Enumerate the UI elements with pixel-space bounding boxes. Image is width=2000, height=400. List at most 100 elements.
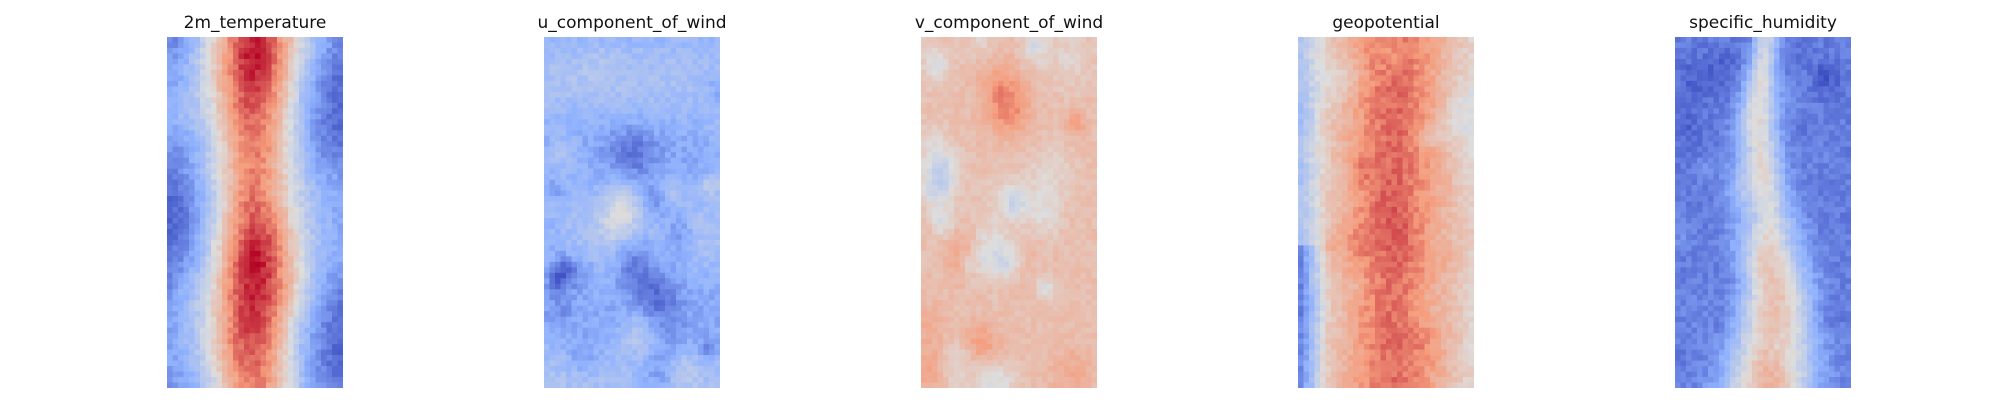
heatmap-cell xyxy=(222,371,228,378)
heatmap-cell xyxy=(1080,157,1087,164)
heatmap-cell xyxy=(571,217,578,224)
heatmap-cell xyxy=(555,382,561,388)
heatmap-cell xyxy=(615,97,622,104)
heatmap-cell xyxy=(282,327,289,334)
heatmap-cell xyxy=(194,344,201,350)
heatmap-cell xyxy=(277,163,283,170)
heatmap-cell xyxy=(714,355,720,361)
heatmap-cell xyxy=(681,349,688,356)
heatmap-cell xyxy=(571,294,578,301)
heatmap-cell xyxy=(260,37,267,43)
heatmap-cell xyxy=(560,168,567,175)
heatmap-cell xyxy=(189,223,195,230)
heatmap-cell xyxy=(310,174,316,180)
heatmap-cell xyxy=(233,190,239,197)
heatmap-cell xyxy=(299,344,305,350)
heatmap-cell xyxy=(981,75,988,82)
heatmap-cell xyxy=(337,212,343,219)
heatmap-cell xyxy=(932,141,938,148)
heatmap-cell xyxy=(1014,146,1021,153)
heatmap-cell xyxy=(948,97,955,104)
heatmap-cell xyxy=(976,163,982,170)
heatmap-cell xyxy=(194,327,201,334)
heatmap-cell xyxy=(271,223,278,230)
heatmap-cell xyxy=(337,174,343,180)
heatmap-cell xyxy=(266,261,272,268)
heatmap-cell xyxy=(194,190,201,197)
heatmap-cell xyxy=(310,283,316,290)
heatmap-cell xyxy=(332,360,338,367)
heatmap-cell xyxy=(626,382,633,388)
heatmap-cell xyxy=(304,360,311,367)
heatmap-cell xyxy=(233,69,239,76)
heatmap-cell xyxy=(992,47,999,54)
heatmap-cell xyxy=(271,80,278,87)
heatmap-cell xyxy=(632,86,638,93)
heatmap-cell xyxy=(626,201,633,208)
heatmap-cell xyxy=(172,163,179,170)
heatmap-u-component-of-wind xyxy=(544,37,720,388)
heatmap-cell xyxy=(676,168,682,175)
heatmap-cell xyxy=(1075,119,1081,126)
heatmap-cell xyxy=(205,382,212,388)
heatmap-cell xyxy=(304,371,311,378)
heatmap-cell xyxy=(183,349,190,356)
heatmap-cell xyxy=(577,157,583,164)
heatmap-cell xyxy=(227,245,234,252)
heatmap-cell xyxy=(1091,135,1097,142)
heatmap-cell xyxy=(621,69,627,76)
heatmap-cell xyxy=(222,272,228,279)
heatmap-cell xyxy=(1036,135,1043,142)
heatmap-cell xyxy=(321,64,327,71)
heatmap-cell xyxy=(315,113,322,120)
heatmap-cell xyxy=(560,300,567,307)
heatmap-cell xyxy=(260,228,267,235)
heatmap-cell xyxy=(271,152,278,159)
heatmap-cell xyxy=(643,58,649,65)
heatmap-cell xyxy=(178,47,184,54)
heatmap-cell xyxy=(582,250,589,257)
heatmap-cell xyxy=(670,267,677,274)
heatmap-cell xyxy=(332,135,338,142)
heatmap-cell xyxy=(1053,64,1059,71)
heatmap-cell xyxy=(167,377,173,383)
heatmap-cell xyxy=(249,349,256,356)
heatmap-cell xyxy=(266,47,272,54)
heatmap-cell xyxy=(200,228,206,235)
heatmap-cell xyxy=(1003,152,1010,159)
heatmap-cell xyxy=(1020,64,1026,71)
heatmap-cell xyxy=(998,185,1004,191)
heatmap-cell xyxy=(637,119,644,126)
heatmap-cell xyxy=(205,355,212,361)
heatmap-cell xyxy=(337,135,343,142)
heatmap-cell xyxy=(544,37,550,43)
heatmap-cell xyxy=(709,272,715,279)
heatmap-cell xyxy=(205,250,212,257)
heatmap-cell xyxy=(233,174,239,180)
heatmap-cell xyxy=(222,261,228,268)
heatmap-cell xyxy=(643,152,649,159)
heatmap-cell xyxy=(277,239,283,246)
heatmap-cell xyxy=(654,322,660,329)
heatmap-cell xyxy=(670,108,677,115)
heatmap-cell xyxy=(205,322,212,329)
heatmap-cell xyxy=(921,141,927,148)
heatmap-cell xyxy=(315,256,322,263)
heatmap-cell xyxy=(959,141,966,148)
heatmap-cell xyxy=(1086,179,1092,186)
heatmap-cell xyxy=(560,344,567,350)
heatmap-cell xyxy=(687,305,693,312)
heatmap-cell xyxy=(1080,119,1087,126)
heatmap-cell xyxy=(998,179,1004,186)
heatmap-cell xyxy=(1080,80,1087,87)
heatmap-cell xyxy=(1058,69,1065,76)
heatmap-cell xyxy=(266,360,272,367)
heatmap-cell xyxy=(233,349,239,356)
heatmap-cell xyxy=(637,322,644,329)
heatmap-cell xyxy=(577,119,583,126)
heatmap-cell xyxy=(277,316,283,323)
heatmap-cell xyxy=(321,228,327,235)
heatmap-cell xyxy=(200,344,206,350)
heatmap-cell xyxy=(566,311,572,318)
heatmap-cell xyxy=(277,245,283,252)
